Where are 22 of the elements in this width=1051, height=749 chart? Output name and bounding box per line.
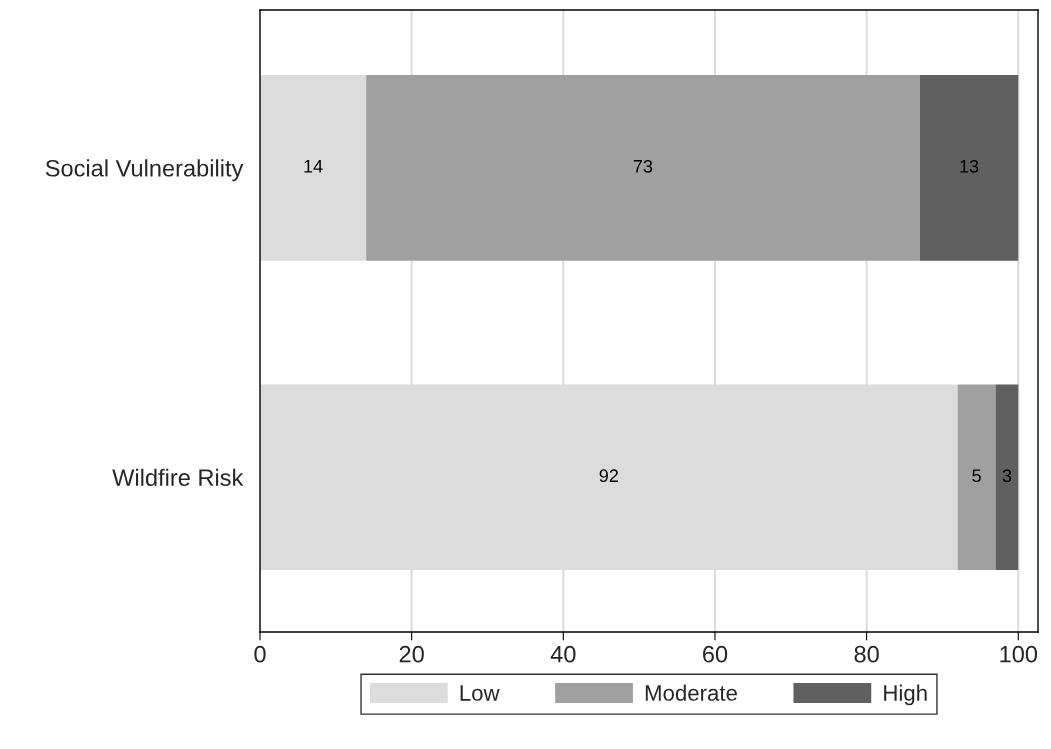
data-label: 3: [1002, 469, 1012, 483]
bar: [260, 74, 367, 261]
data-label: 14: [304, 160, 323, 173]
legend-label: High: [884, 684, 927, 706]
y-tick-label: Wildfire Risk: [112, 468, 244, 487]
data-label: 73: [633, 159, 653, 173]
x-tick-label: 20: [399, 645, 424, 663]
x-tick-label: 100: [1000, 645, 1038, 663]
bar: [366, 74, 920, 261]
x-tick-label: 0: [254, 645, 266, 663]
y-tick-label: Social Vulnerability: [45, 159, 244, 182]
bar: [957, 384, 996, 571]
data-label: 92: [599, 469, 618, 483]
legend-label: Moderate: [645, 684, 737, 701]
data-label: 13: [960, 159, 979, 173]
bar: [995, 384, 1019, 571]
bar: [919, 74, 1019, 261]
x-tick-label: 60: [703, 645, 728, 663]
x-tick-label: 40: [550, 645, 576, 663]
data-label: 5: [972, 469, 981, 483]
x-tick-label: 80: [854, 645, 879, 663]
legend-label: Low: [460, 685, 500, 701]
